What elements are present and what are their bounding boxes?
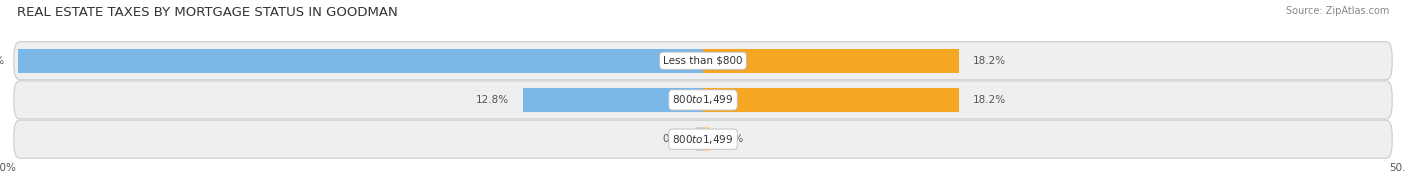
Bar (18, 49, 703, 73)
Text: 0.0%: 0.0% (662, 134, 689, 144)
Text: 18.2%: 18.2% (973, 56, 1007, 66)
Text: $800 to $1,499: $800 to $1,499 (672, 133, 734, 146)
FancyBboxPatch shape (14, 81, 1392, 119)
Text: $800 to $1,499: $800 to $1,499 (672, 93, 734, 106)
Bar (703, 49, 959, 73)
FancyBboxPatch shape (14, 120, 1392, 158)
Bar (703, 88, 959, 112)
Bar (523, 88, 703, 112)
Bar (696, 127, 703, 151)
Text: Source: ZipAtlas.com: Source: ZipAtlas.com (1285, 6, 1389, 16)
Text: 48.7%: 48.7% (0, 56, 4, 66)
Text: 12.8%: 12.8% (475, 95, 509, 105)
FancyBboxPatch shape (14, 42, 1392, 80)
Text: 0.0%: 0.0% (717, 134, 744, 144)
Text: 18.2%: 18.2% (973, 95, 1007, 105)
Text: REAL ESTATE TAXES BY MORTGAGE STATUS IN GOODMAN: REAL ESTATE TAXES BY MORTGAGE STATUS IN … (17, 6, 398, 19)
Text: Less than $800: Less than $800 (664, 56, 742, 66)
Bar (703, 127, 710, 151)
